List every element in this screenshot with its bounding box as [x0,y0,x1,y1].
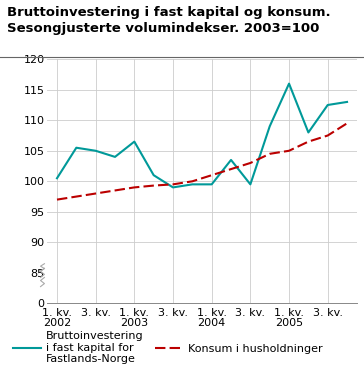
Text: Bruttoinvestering i fast kapital og konsum.
Sesongjusterte volumindekser. 2003=1: Bruttoinvestering i fast kapital og kons… [7,6,331,34]
Legend: Bruttoinvestering
i fast kapital for
Fastlands-Norge, Konsum i husholdninger: Bruttoinvestering i fast kapital for Fas… [13,331,323,364]
